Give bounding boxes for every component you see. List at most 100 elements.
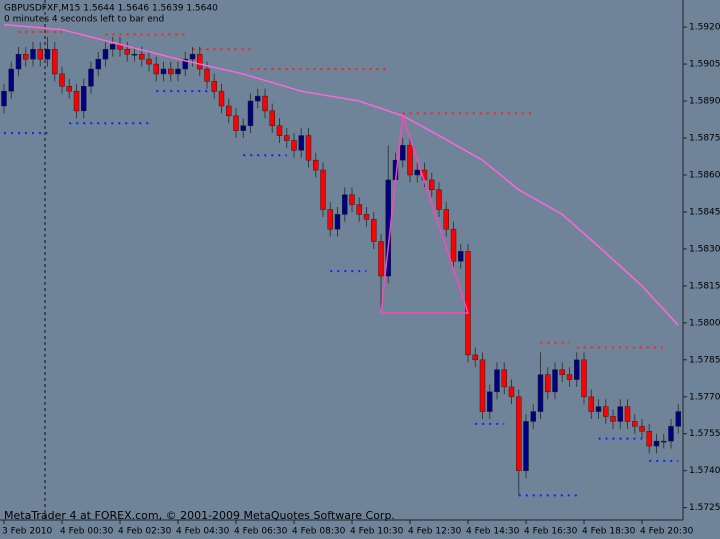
zigzag xyxy=(380,115,470,314)
candle-body xyxy=(320,169,326,210)
x-tick-label: 4 Feb 16:30 xyxy=(524,527,578,537)
candle-body xyxy=(356,204,362,215)
candle-body xyxy=(472,354,478,361)
candle-body xyxy=(516,396,522,471)
candle-body xyxy=(400,145,406,161)
candle-body xyxy=(52,49,58,75)
candle-body xyxy=(363,214,370,220)
candle-body xyxy=(168,68,174,75)
x-tick-label: 4 Feb 00:30 xyxy=(60,527,114,537)
y-tick-label: 1.5860 xyxy=(689,170,720,180)
candle-body xyxy=(639,426,645,432)
candle-body xyxy=(327,209,333,230)
candle-body xyxy=(59,73,65,87)
candle-body xyxy=(240,125,246,131)
candle-body xyxy=(269,110,275,126)
candle-body xyxy=(298,135,304,151)
candle-body xyxy=(668,426,674,442)
candle-body xyxy=(632,421,638,427)
candle-body xyxy=(581,359,587,398)
candle-body xyxy=(30,49,36,60)
candle-body xyxy=(37,49,43,60)
candle-body xyxy=(349,194,355,205)
candle-body xyxy=(603,406,609,417)
candle-body xyxy=(139,53,145,60)
candle-body xyxy=(23,53,29,60)
x-tick-label: 4 Feb 18:30 xyxy=(582,527,636,537)
candle-body xyxy=(479,359,486,412)
candle-body xyxy=(110,44,116,50)
candle-body xyxy=(595,406,602,412)
candle-body xyxy=(450,228,457,262)
y-tick-label: 1.5770 xyxy=(689,392,720,402)
candle-body xyxy=(247,100,254,126)
y-tick-label: 1.5815 xyxy=(689,281,720,291)
candle-body xyxy=(588,396,594,412)
y-tick-label: 1.5920 xyxy=(689,23,720,33)
candle-body xyxy=(559,369,565,375)
y-tick-label: 1.5800 xyxy=(689,318,720,328)
candle-body xyxy=(218,90,225,107)
y-tick-label: 1.5755 xyxy=(689,429,720,439)
candle-body xyxy=(175,68,181,75)
candle-body xyxy=(574,359,580,380)
candle-body xyxy=(407,145,413,176)
candle-body xyxy=(146,58,152,65)
candle-body xyxy=(153,63,159,75)
candle-body xyxy=(226,105,232,117)
bar-timer: 0 minutes 4 seconds left to bar end xyxy=(4,15,164,25)
candle-body xyxy=(494,369,500,393)
y-tick-label: 1.5905 xyxy=(689,60,720,70)
y-tick-label: 1.5830 xyxy=(689,244,720,254)
candle-body xyxy=(675,411,681,427)
candle-body xyxy=(508,386,515,398)
y-tick-label: 1.5785 xyxy=(689,355,720,365)
candle-body xyxy=(371,219,377,242)
candle-body xyxy=(102,49,109,60)
candle-body xyxy=(653,440,660,447)
candle-body xyxy=(610,416,616,422)
y-tick-label: 1.5725 xyxy=(689,503,720,513)
candle-body xyxy=(197,53,203,70)
x-tick-label: 4 Feb 14:30 xyxy=(466,527,520,537)
x-tick-label: 4 Feb 08:30 xyxy=(292,527,346,537)
x-tick-label: 4 Feb 12:30 xyxy=(408,527,462,537)
candle-body xyxy=(537,374,544,412)
candle-body xyxy=(88,68,94,87)
candle-body xyxy=(334,214,341,230)
y-tick-label: 1.5740 xyxy=(689,466,720,476)
y-tick-label: 1.5875 xyxy=(689,134,720,144)
candle-body xyxy=(465,251,471,356)
candle-body xyxy=(284,135,290,141)
candle-body xyxy=(545,374,551,393)
candle-body xyxy=(458,251,464,262)
candle-body xyxy=(501,369,507,388)
x-tick-label: 4 Feb 02:30 xyxy=(118,527,172,537)
candle-body xyxy=(291,140,297,151)
candle-body xyxy=(617,406,623,422)
symbol-header: GBPUSDFXF,M15 1.5644 1.5646 1.5639 1.564… xyxy=(4,4,218,14)
y-tick-label: 1.5845 xyxy=(689,207,720,217)
x-tick-label: 4 Feb 06:30 xyxy=(234,527,288,537)
candle-body xyxy=(276,125,283,136)
candle-body xyxy=(182,58,188,70)
candle-body xyxy=(305,135,312,161)
candle-body xyxy=(661,440,667,443)
x-tick-label: 3 Feb 2010 xyxy=(2,527,53,537)
candle-body xyxy=(487,391,493,412)
candle-body xyxy=(189,53,196,60)
candle-body xyxy=(414,169,420,176)
x-tick-label: 4 Feb 20:30 xyxy=(640,527,694,537)
x-tick-label: 4 Feb 10:30 xyxy=(350,527,404,537)
y-tick-label: 1.5890 xyxy=(689,97,720,107)
candle-body xyxy=(378,241,384,277)
candle-body xyxy=(624,406,631,422)
candle-body xyxy=(436,189,442,210)
candle-body xyxy=(44,49,51,60)
x-tick-label: 4 Feb 04:30 xyxy=(176,527,230,537)
candle-body xyxy=(211,81,217,92)
candle-body xyxy=(160,68,167,75)
candle-body xyxy=(443,209,449,230)
candle-body xyxy=(255,95,261,102)
